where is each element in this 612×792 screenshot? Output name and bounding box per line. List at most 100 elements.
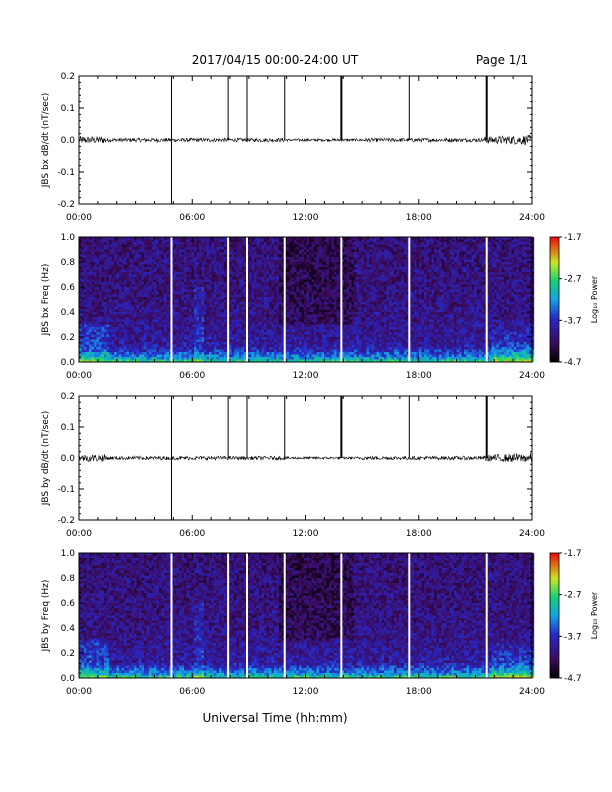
- spectrogram-cell: [446, 242, 450, 245]
- spectrogram-cell: [244, 272, 247, 275]
- spectrogram-cell: [131, 254, 135, 258]
- spectrogram-cell: [101, 272, 105, 275]
- spectrogram-cell: [224, 247, 227, 250]
- spectrogram-cell: [371, 294, 375, 298]
- spectrogram-cell: [486, 249, 490, 253]
- spectrogram-cell: [454, 297, 457, 300]
- spectrogram-cell: [501, 262, 505, 265]
- spectrogram-cell: [384, 252, 387, 255]
- spectrogram-cell: [514, 282, 517, 285]
- spectrogram-cell: [101, 242, 105, 245]
- spectrogram-cell: [391, 302, 395, 305]
- spectrogram-cell: [264, 277, 267, 280]
- spectrogram-cell: [401, 277, 405, 280]
- spectrogram-cell: [166, 277, 170, 280]
- spectrogram-cell: [216, 237, 220, 240]
- spectrogram-cell: [531, 249, 535, 253]
- spectrogram-cell: [86, 257, 90, 260]
- spectrogram-cell: [289, 267, 292, 270]
- spectrogram-cell: [286, 284, 290, 288]
- spectrogram-cell: [116, 239, 120, 243]
- spectrogram-cell: [471, 252, 475, 255]
- spectrogram-cell: [384, 277, 387, 280]
- spectrogram-cell: [91, 279, 95, 283]
- spectrogram-cell: [176, 277, 180, 280]
- spectrogram-cell: [361, 277, 365, 280]
- spectrogram-cell: [514, 277, 517, 280]
- spectrogram-cell: [376, 237, 380, 240]
- spectrogram-cell: [164, 274, 167, 278]
- spectrogram-cell: [231, 292, 235, 295]
- spectrogram-cell: [296, 252, 300, 255]
- spectrogram-cell: [514, 252, 517, 255]
- spectrogram-cell: [174, 284, 177, 288]
- spectrogram-cell: [486, 259, 490, 263]
- spectrogram-cell: [156, 244, 160, 248]
- spectrogram-cell: [399, 252, 402, 255]
- spectrogram-cell: [519, 237, 522, 240]
- spectrogram-cell: [249, 284, 252, 288]
- spectrogram-cell: [224, 257, 227, 260]
- spectrogram-cell: [396, 294, 400, 298]
- spectrogram-cell: [89, 277, 92, 280]
- spectrogram-cell: [529, 262, 532, 265]
- spectrogram-cell: [216, 252, 220, 255]
- spectrogram-cell: [89, 299, 92, 303]
- spectrogram-cell: [241, 264, 245, 268]
- spectrogram-cell: [191, 249, 195, 253]
- spectrogram-cell: [344, 257, 347, 260]
- spectrogram-cell: [521, 289, 525, 293]
- spectrogram-cell: [294, 262, 297, 265]
- spectrogram-cell: [154, 262, 157, 265]
- spectrogram-cell: [429, 259, 432, 263]
- spectrogram-cell: [466, 252, 470, 255]
- spectrogram-cell: [306, 289, 310, 293]
- spectrogram-cell: [421, 267, 425, 270]
- spectrogram-cell: [496, 237, 500, 240]
- spectrogram-cell: [484, 284, 487, 288]
- spectrogram-cell: [111, 237, 115, 240]
- spectrogram-cell: [341, 244, 345, 248]
- spectrogram-cell: [351, 299, 355, 303]
- spectrogram-cell: [521, 247, 525, 250]
- spectrogram-cell: [229, 259, 232, 263]
- spectrogram-cell: [454, 252, 457, 255]
- spectrogram-cell: [356, 297, 360, 300]
- spectrogram-cell: [521, 274, 525, 278]
- spectrogram-cell: [234, 262, 237, 265]
- spectrogram-cell: [334, 252, 337, 255]
- spectrogram-cell: [339, 257, 342, 260]
- spectrogram-cell: [381, 299, 385, 303]
- spectrogram-cell: [444, 259, 447, 263]
- spectrogram-cell: [234, 257, 237, 260]
- spectrogram-cell: [416, 247, 420, 250]
- spectrogram-cell: [431, 297, 435, 300]
- spectrogram-cell: [516, 279, 520, 283]
- spectrogram-cell: [296, 244, 300, 248]
- spectrogram-cell: [504, 262, 507, 265]
- spectrogram-cell: [469, 237, 472, 240]
- spectrogram-cell: [381, 292, 385, 295]
- spectrogram-cell: [319, 287, 322, 290]
- spectrogram-cell: [149, 277, 152, 280]
- spectrogram-cell: [79, 274, 82, 278]
- spectrogram-cell: [166, 257, 170, 260]
- spectrogram-cell: [191, 257, 195, 260]
- spectrogram-cell: [426, 239, 430, 243]
- spectrogram-cell: [271, 239, 275, 243]
- spectrogram-cell: [261, 242, 265, 245]
- spectrogram-cell: [511, 269, 515, 273]
- spectrogram-cell: [494, 257, 497, 260]
- spectrogram-cell: [224, 282, 227, 285]
- spectrogram-cell: [464, 277, 467, 280]
- spectrogram-cell: [454, 269, 457, 273]
- spectrogram-cell: [291, 272, 295, 275]
- spectrogram-cell: [421, 259, 425, 263]
- spectrogram-cell: [341, 267, 345, 270]
- spectrogram-cell: [446, 267, 450, 270]
- spectrogram-cell: [431, 294, 435, 298]
- spectrogram-cell: [331, 282, 335, 285]
- spectrogram-cell: [189, 284, 192, 288]
- spectrogram-cell: [421, 272, 425, 275]
- spectrogram-cell: [104, 284, 107, 288]
